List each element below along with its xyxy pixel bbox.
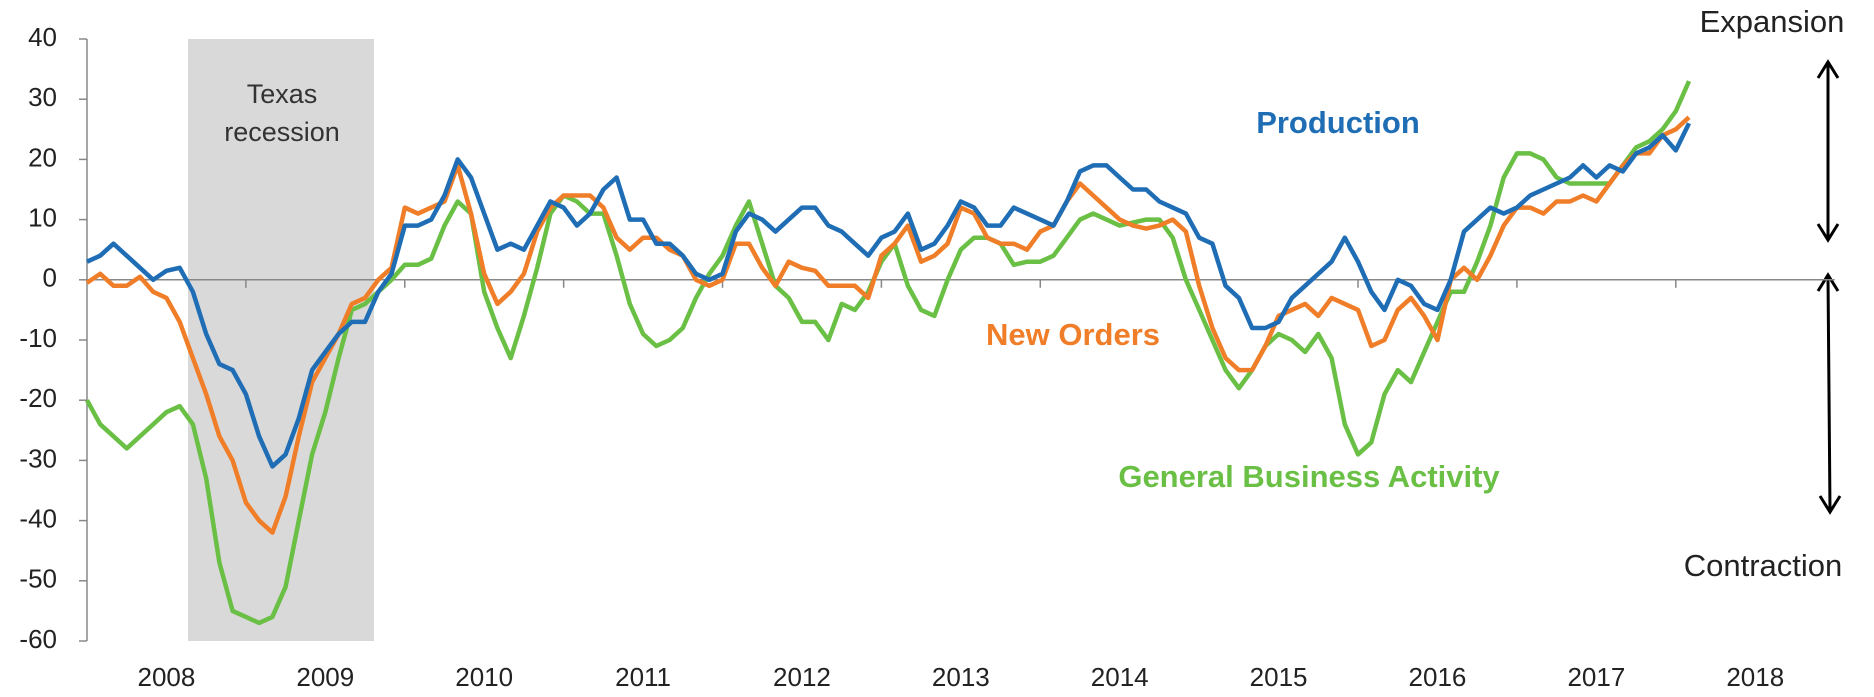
contraction-label: Contraction [1684, 548, 1843, 583]
x-tick-label: 2018 [1726, 662, 1784, 692]
y-tick-label: 0 [43, 263, 57, 293]
series-line [86, 122, 1692, 469]
x-tick-label: 2017 [1567, 662, 1625, 692]
y-tick-label: -50 [19, 564, 57, 594]
y-tick-label: 20 [28, 142, 57, 172]
arrows [1816, 59, 1842, 515]
expansion-label: Expansion [1700, 4, 1845, 39]
x-tick-label: 2010 [455, 662, 513, 692]
x-tick-label: 2011 [615, 662, 671, 692]
x-tick-label: 2012 [773, 662, 831, 692]
series-label: General Business Activity [1118, 459, 1500, 494]
recession-label: Texas [247, 79, 318, 109]
recession-label: recession [224, 117, 340, 147]
series-line [85, 115, 1691, 535]
series-label: New Orders [986, 317, 1160, 352]
y-tick-label: -60 [19, 624, 57, 654]
x-tick-label: 2014 [1091, 662, 1149, 692]
x-tick-label: 2008 [138, 662, 196, 692]
y-tick-label: 30 [28, 82, 57, 112]
x-tick-label: 2016 [1409, 662, 1467, 692]
y-tick-label: 10 [28, 202, 57, 232]
y-tick-label: -20 [19, 383, 57, 413]
x-tick-label: 2009 [296, 662, 354, 692]
series-label: Production [1256, 105, 1420, 140]
y-tick-label: -10 [19, 323, 57, 353]
y-tick-label: -40 [19, 503, 57, 533]
x-tick-label: 2013 [932, 662, 990, 692]
y-tick-label: -30 [19, 443, 57, 473]
x-tick-label: 2015 [1250, 662, 1308, 692]
y-tick-label: 40 [28, 22, 57, 52]
